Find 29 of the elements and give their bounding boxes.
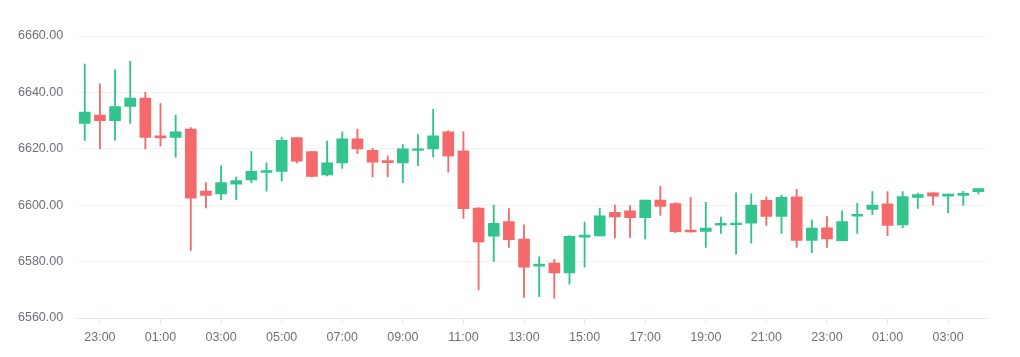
x-tick-label: 05:00 — [266, 329, 298, 344]
candlestick — [851, 202, 864, 234]
x-tick-label: 01:00 — [144, 329, 177, 344]
y-tick-label: 6560.00 — [18, 310, 64, 325]
x-tick-label: 19:00 — [690, 329, 722, 344]
y-tick-label: 6640.00 — [18, 84, 64, 99]
x-tick-label: 23:00 — [811, 329, 843, 344]
x-tick-label: 21:00 — [750, 329, 783, 344]
candlestick — [699, 202, 712, 248]
candlestick — [609, 204, 621, 239]
candlestick — [94, 83, 106, 150]
x-tick-label: 03:00 — [205, 329, 237, 344]
x-tick-label: 03:00 — [932, 329, 964, 344]
x-tick-label: 13:00 — [508, 329, 540, 344]
x-tick-label: 07:00 — [326, 329, 358, 344]
x-tick-label: 09:00 — [387, 329, 419, 344]
x-tick-label: 15:00 — [568, 329, 601, 344]
candlestick — [169, 114, 182, 158]
x-tick-label: 11:00 — [448, 329, 479, 344]
candlestick — [412, 134, 424, 167]
x-tick-label: 23:00 — [84, 329, 116, 344]
y-tick-label: 6660.00 — [18, 28, 64, 43]
y-tick-label: 6600.00 — [18, 197, 64, 212]
x-tick-label: 17:00 — [629, 329, 661, 344]
candlestick — [124, 61, 137, 124]
candlestick — [78, 63, 91, 141]
y-tick-label: 6580.00 — [18, 254, 64, 269]
y-tick-label: 6620.00 — [18, 141, 64, 156]
x-tick-label: 01:00 — [871, 329, 904, 344]
